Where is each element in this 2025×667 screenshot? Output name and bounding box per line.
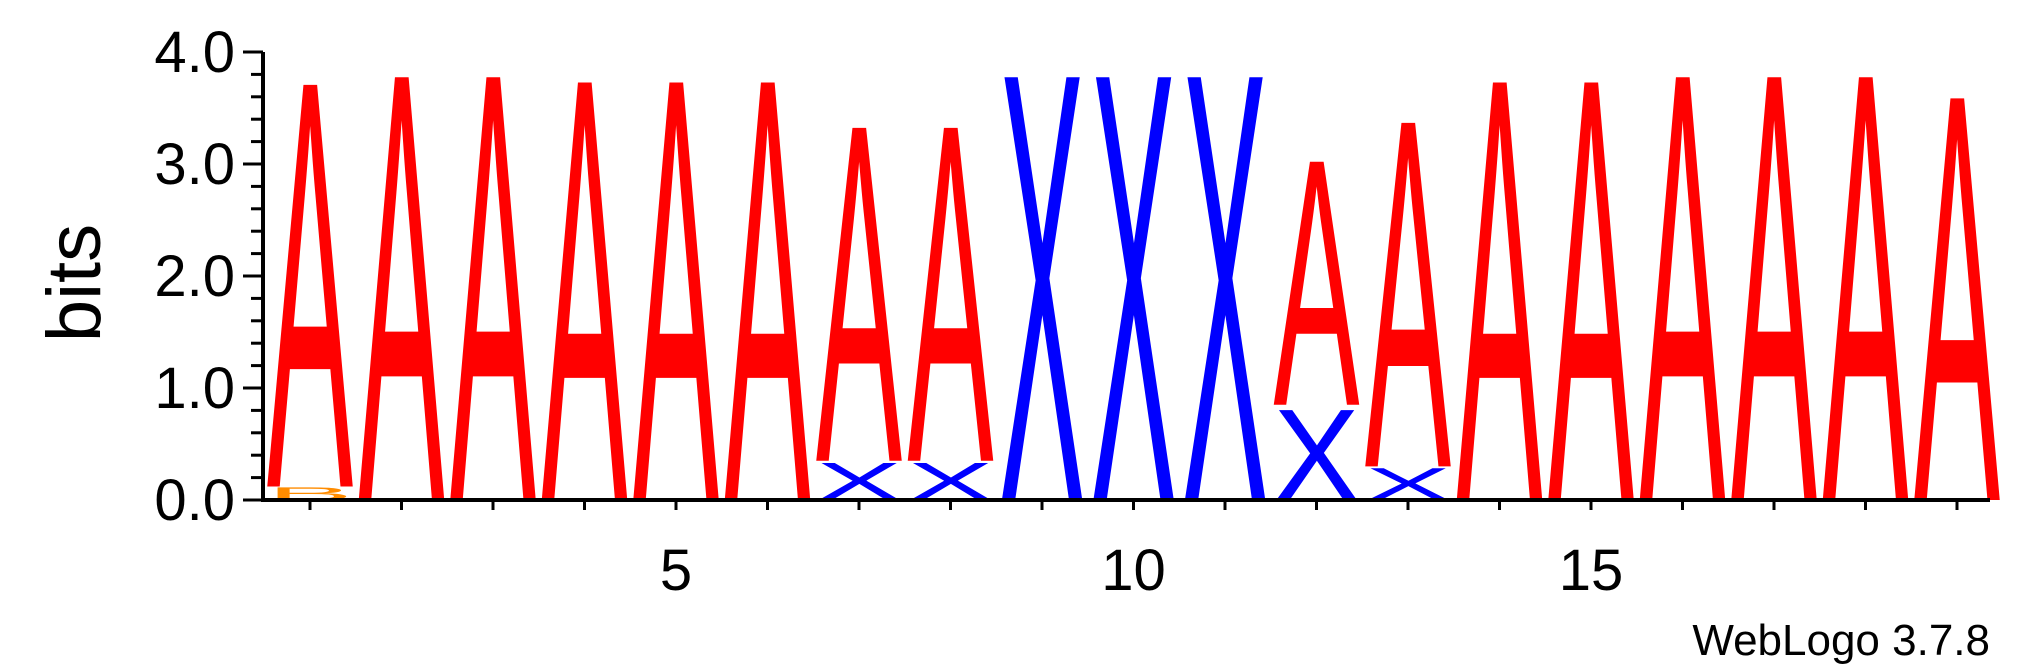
logo-letter-a: A — [541, 0, 628, 629]
logo-column-12: XA — [1274, 86, 1361, 528]
logo-column-8: XA — [907, 24, 994, 565]
y-tick-label: 2.0 — [154, 244, 235, 309]
logo-letter-a: A — [1548, 0, 1635, 629]
logo-column-9: X — [999, 0, 1085, 631]
logo-letter-a: A — [450, 0, 537, 631]
logo-column-5: A — [633, 0, 720, 629]
logo-column-10: X — [1090, 0, 1176, 631]
y-tick-label: 4.0 — [154, 20, 235, 85]
y-tick-label: 0.0 — [154, 468, 235, 533]
y-axis-title: bits — [32, 224, 117, 342]
logo-column-11: X — [1182, 0, 1268, 631]
logo-letter-a: A — [1456, 0, 1543, 629]
logo-column-2: A — [358, 0, 445, 631]
logo-letter-a: A — [1822, 0, 1909, 631]
logo-letter-a: A — [1731, 0, 1818, 631]
logo-letter-a: A — [907, 24, 994, 565]
logo-column-18: A — [1822, 0, 1909, 631]
logo-letter-x: X — [1182, 0, 1268, 631]
logo-column-16: A — [1639, 0, 1726, 631]
logo-column-1: BA — [267, 0, 354, 611]
logo-letter-a: A — [267, 0, 354, 611]
logo-letter-a: A — [724, 0, 811, 629]
logo-column-14: A — [1456, 0, 1543, 629]
logo-column-7: XA — [816, 24, 903, 565]
x-tick-label: 10 — [1101, 538, 1166, 603]
logo-letter-a: A — [1914, 0, 2001, 624]
logo-column-15: A — [1548, 0, 1635, 629]
logo-column-13: XA — [1365, 16, 1452, 573]
axes: 0.0 1.0 2.0 3.0 4.0 5 10 15 — [154, 20, 1990, 603]
credit-label: WebLogo 3.7.8 — [1692, 616, 1990, 665]
y-tick-label: 3.0 — [154, 132, 235, 197]
logo-letter-a: A — [1274, 86, 1361, 481]
logo-letter-x: X — [999, 0, 1085, 631]
logo-letter-a: A — [1365, 16, 1452, 573]
y-tick-label: 1.0 — [154, 356, 235, 421]
logo-letter-a: A — [358, 0, 445, 631]
logo-column-6: A — [724, 0, 811, 629]
logo-letter-a: A — [1639, 0, 1726, 631]
logo-column-4: A — [541, 0, 628, 629]
logo-letter-x: X — [1090, 0, 1176, 631]
logo-column-19: A — [1914, 0, 2001, 624]
logo-letter-a: A — [633, 0, 720, 629]
logo-letter-a: A — [816, 24, 903, 565]
logo-column-17: A — [1731, 0, 1818, 631]
x-tick-label: 15 — [1559, 538, 1624, 603]
x-tick-label: 5 — [660, 538, 692, 603]
logo-column-3: A — [450, 0, 537, 631]
